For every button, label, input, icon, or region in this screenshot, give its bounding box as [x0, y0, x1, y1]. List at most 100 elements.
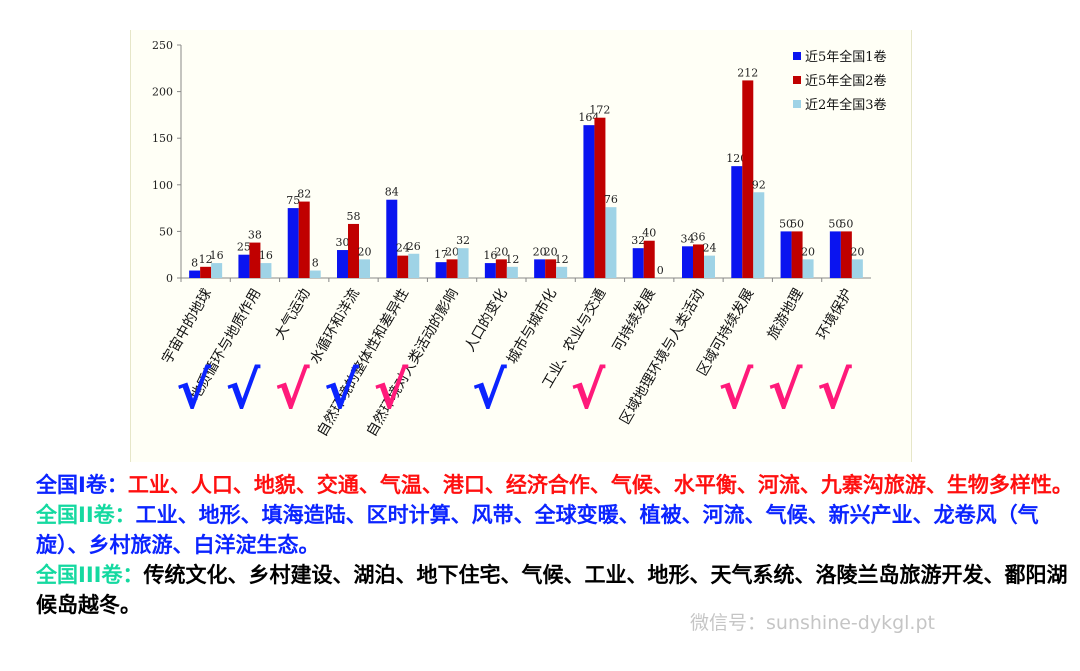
bar-2	[200, 266, 212, 278]
bar-3	[556, 266, 568, 278]
x-tick-label: 人口的变化	[462, 286, 511, 355]
y-tick-label: 250	[152, 39, 173, 52]
data-label: 12	[505, 253, 519, 266]
bar-1	[484, 263, 496, 278]
data-label: 82	[297, 188, 311, 201]
note-line-1: 全国I卷：工业、人口、地貌、交通、气温、港口、经济合作、气候、水平衡、河流、九寨…	[36, 470, 1076, 500]
note-line-2: 全国II卷：工业、地形、填海造陆、区时计算、风带、全球变暖、植被、河流、气候、新…	[36, 500, 1076, 560]
legend-label: 近2年全国3卷	[805, 97, 887, 113]
bar-1	[287, 208, 299, 278]
bar-3	[506, 266, 518, 278]
bar-1	[583, 125, 595, 278]
note-label-2: 全国II卷：	[36, 503, 136, 527]
legend-swatch	[793, 100, 801, 108]
data-label: 25	[237, 241, 251, 254]
bar-3	[704, 255, 715, 278]
checkmark-icon: √	[324, 361, 359, 421]
bar-2	[791, 231, 803, 278]
bar-3	[260, 263, 272, 278]
bar-1	[435, 262, 447, 278]
x-tick-label: 区域地理环境与人类活动	[617, 286, 708, 427]
y-tick-label: 50	[159, 225, 173, 238]
data-label: 92	[752, 178, 766, 191]
x-tick-label: 环境保护	[814, 286, 856, 342]
data-label: 120	[726, 152, 747, 165]
legend-swatch	[793, 52, 801, 60]
data-label: 50	[839, 217, 853, 230]
bar-2	[545, 259, 557, 278]
x-tick-label: 城市与城市化	[503, 286, 560, 367]
bar-3	[211, 263, 223, 278]
checkmark-icon: √	[275, 361, 310, 421]
checkmark-icon: √	[176, 361, 211, 421]
checkmark-icon: √	[768, 361, 803, 421]
bar-2	[446, 259, 458, 278]
bar-1	[731, 166, 743, 278]
checkmark-icon: √	[571, 361, 606, 421]
bar-2	[348, 223, 359, 278]
checkmark-icon: √	[718, 361, 753, 421]
data-label: 12	[199, 253, 213, 266]
bar-2	[249, 242, 261, 278]
x-tick-label: 旅游地理	[765, 286, 807, 342]
bar-2	[594, 117, 606, 278]
data-label: 50	[790, 217, 804, 230]
data-label: 20	[358, 245, 372, 258]
y-tick-label: 100	[152, 179, 173, 192]
data-label: 16	[210, 249, 224, 262]
data-label: 58	[347, 210, 361, 223]
data-label: 20	[533, 245, 547, 258]
data-label: 20	[850, 245, 864, 258]
bar-3	[802, 259, 814, 278]
notes-section: 全国I卷：工业、人口、地貌、交通、气温、港口、经济合作、气候、水平衡、河流、九寨…	[36, 470, 1076, 620]
data-label: 38	[248, 229, 262, 242]
data-label: 16	[259, 249, 273, 262]
data-label: 84	[385, 186, 399, 199]
data-label: 50	[779, 217, 793, 230]
data-label: 24	[703, 242, 717, 255]
bar-3	[408, 253, 420, 278]
bar-2	[495, 259, 507, 278]
bar-1	[189, 270, 201, 278]
bar-3	[753, 192, 765, 278]
bar-2	[397, 255, 409, 278]
bar-1	[337, 250, 348, 278]
bar-1	[632, 248, 644, 278]
y-tick-label: 200	[152, 86, 173, 99]
x-tick-label: 宇宙中的地球	[159, 286, 215, 367]
x-tick-label: 大气运动	[272, 286, 314, 342]
data-label: 32	[631, 234, 645, 247]
bar-1	[238, 254, 250, 278]
data-label: 75	[286, 194, 300, 207]
data-label: 36	[692, 230, 706, 243]
bar-2	[840, 231, 852, 278]
bar-3	[309, 270, 321, 278]
data-label: 24	[396, 242, 410, 255]
data-label: 17	[434, 248, 448, 261]
checkmark-icon: √	[472, 361, 507, 421]
legend-label: 近5年全国2卷	[805, 73, 887, 89]
bar-1	[829, 231, 841, 278]
data-label: 20	[445, 245, 459, 258]
data-label: 8	[312, 257, 319, 270]
data-label: 0	[657, 264, 664, 277]
data-label: 26	[407, 240, 421, 253]
legend-swatch	[793, 76, 801, 84]
data-label: 172	[589, 104, 610, 117]
y-tick-label: 150	[152, 132, 173, 145]
bar-1	[780, 231, 792, 278]
data-label: 34	[681, 232, 695, 245]
note-text-2: 工业、地形、填海造陆、区时计算、风带、全球变暖、植被、河流、气候、新兴产业、龙卷…	[36, 503, 1039, 557]
data-label: 20	[544, 245, 558, 258]
bar-2	[693, 244, 704, 278]
bar-2	[643, 240, 655, 278]
bar-2	[742, 80, 754, 278]
note-text-1: 工业、人口、地貌、交通、气温、港口、经济合作、气候、水平衡、河流、九寨沟旅游、生…	[127, 473, 1073, 497]
bar-3	[851, 259, 863, 278]
note-label-1: 全国I卷：	[36, 473, 128, 497]
checkmark-icon: √	[817, 361, 852, 421]
note-label-3: 全国III卷：	[36, 563, 144, 587]
note-text-3: 传统文化、乡村建设、湖泊、地下住宅、气候、工业、地形、天气系统、洛陵兰岛旅游开发…	[36, 563, 1068, 617]
x-tick-label: 可持续发展	[609, 286, 659, 355]
